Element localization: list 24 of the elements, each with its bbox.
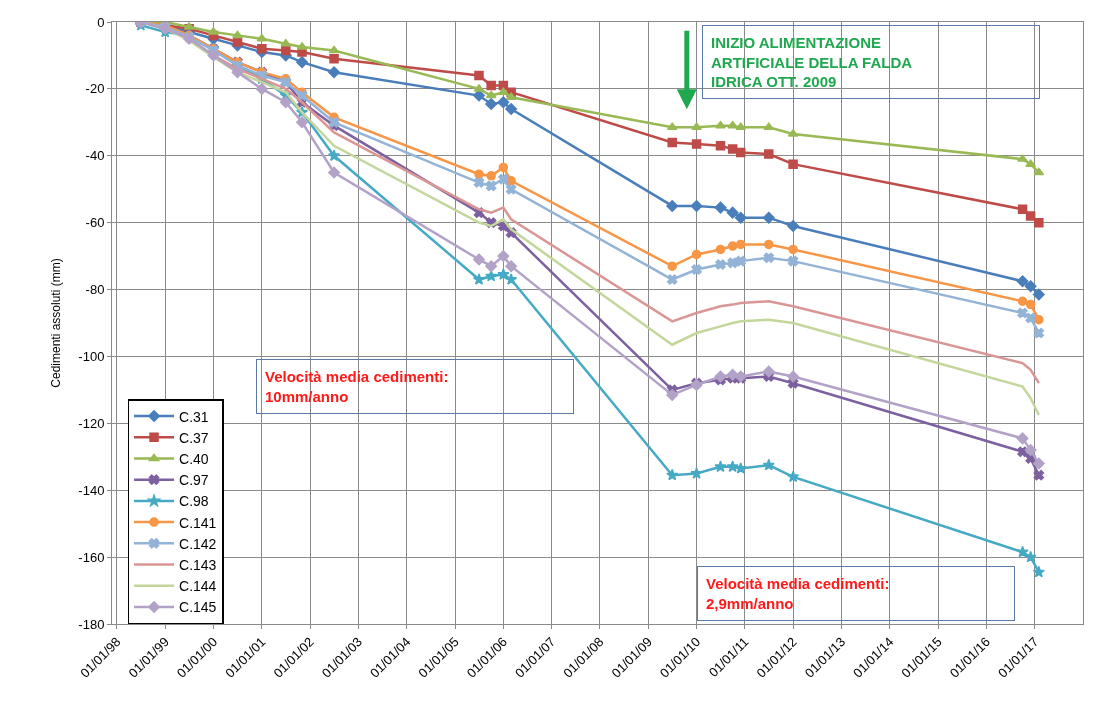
annotation: INIZIO ALIMENTAZIONE ARTIFICIALE DELLA FALDA IDRICA OTT. 2009 <box>711 34 913 90</box>
y-tick-label: -160 <box>78 549 105 565</box>
y-tick-label: -60 <box>85 215 105 231</box>
legend-label: C.40 <box>179 450 209 467</box>
y-tick-label: -120 <box>78 415 105 431</box>
y-tick-label: -80 <box>85 282 105 298</box>
y-tick-label: -180 <box>78 616 105 632</box>
legend-label: C.98 <box>179 493 209 510</box>
legend-label: C.141 <box>179 514 217 531</box>
legend-label: C.37 <box>179 429 209 446</box>
legend-label: C.143 <box>179 556 217 573</box>
y-axis-title: Cedimenti assoluti (mm) <box>48 258 63 388</box>
legend-label: C.31 <box>179 408 209 425</box>
legend-label: C.142 <box>179 535 217 552</box>
legend-label: C.144 <box>179 578 217 595</box>
legend-label: C.145 <box>179 599 217 616</box>
annotation: Velocità media cedimenti: 2,9mm/anno <box>706 575 890 612</box>
y-tick-label: 0 <box>97 14 105 30</box>
annotation: Velocità media cedimenti: 10mm/anno <box>265 368 449 405</box>
y-tick-label: -140 <box>78 482 105 498</box>
y-tick-label: -20 <box>85 81 105 97</box>
y-tick-label: -100 <box>78 348 105 364</box>
y-tick-label: -40 <box>85 148 105 164</box>
legend-label: C.97 <box>179 472 209 489</box>
